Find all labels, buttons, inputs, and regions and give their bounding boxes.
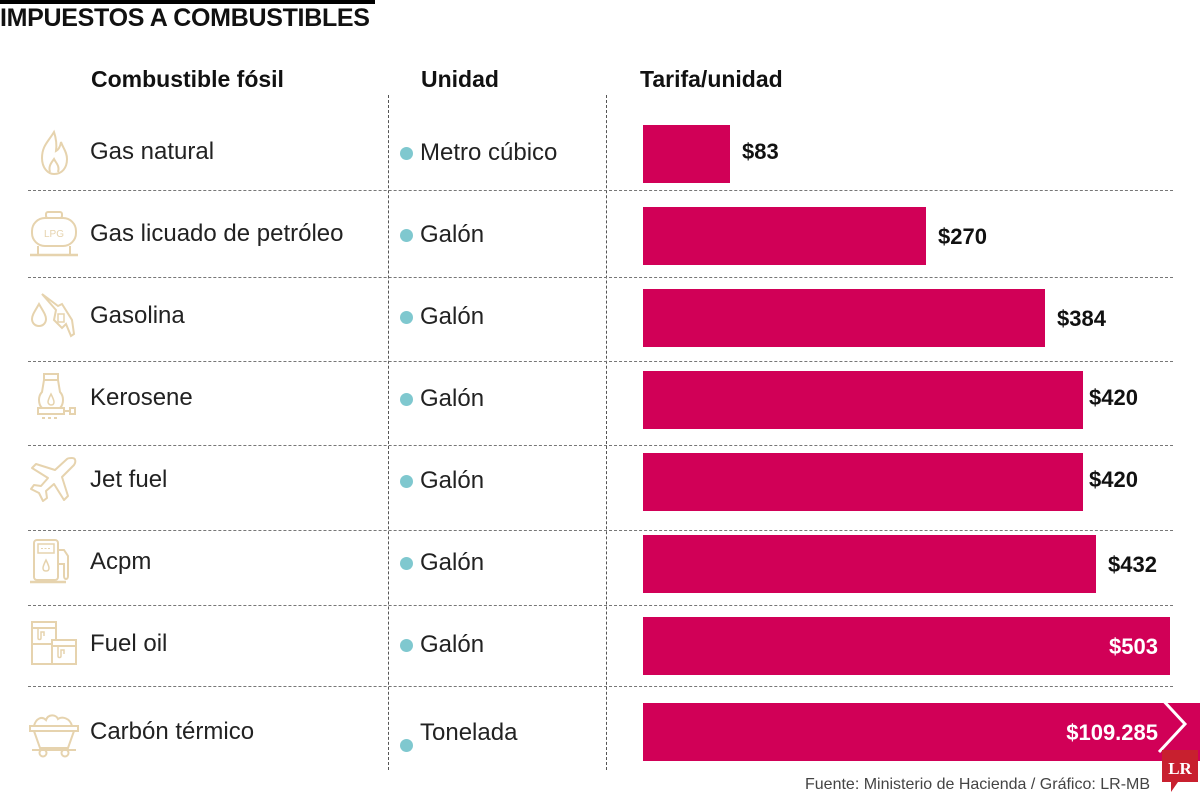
- unit-label: Metro cúbico: [420, 139, 558, 166]
- header-rate: Tarifa/unidad: [640, 66, 783, 92]
- bar: [643, 371, 1083, 429]
- lr-logo-icon: LR: [1162, 750, 1198, 792]
- bar: [643, 535, 1096, 593]
- bar: [643, 453, 1083, 511]
- unit-cell: Tonelada: [400, 719, 518, 752]
- fuel-label: Gas licuado de petróleo: [90, 220, 344, 247]
- bar: [643, 703, 1200, 761]
- unit-bullet-icon: [400, 146, 413, 160]
- bar: [643, 289, 1045, 347]
- unit-bullet-icon: [400, 556, 413, 570]
- unit-cell: Galón: [400, 631, 484, 659]
- svg-text:LPG: LPG: [44, 229, 64, 240]
- row-separator: [28, 530, 1173, 531]
- unit-label: Galón: [420, 549, 485, 576]
- unit-label: Galón: [420, 303, 485, 330]
- unit-cell: Metro cúbico: [400, 139, 557, 167]
- row-separator: [28, 605, 1173, 606]
- unit-bullet-icon: [400, 310, 413, 324]
- unit-cell: Galón: [400, 385, 484, 413]
- airplane-icon: [26, 454, 82, 506]
- fuel-label: Acpm: [90, 548, 152, 575]
- unit-label: Galón: [420, 631, 485, 658]
- axis-break-chevron-icon: [1157, 694, 1188, 754]
- flame-icon: [26, 126, 82, 178]
- oil-lamp-icon: [26, 372, 82, 424]
- source-note: Fuente: Ministerio de Hacienda / Gráfico…: [805, 776, 1151, 793]
- unit-bullet-icon: [400, 738, 413, 752]
- fuel-pump-icon: [26, 536, 82, 588]
- fuel-label: Fuel oil: [90, 630, 168, 657]
- unit-label: Galón: [420, 221, 485, 248]
- unit-cell: Galón: [400, 549, 484, 577]
- bar: [643, 617, 1170, 675]
- row-separator: [28, 361, 1173, 362]
- value-label: $384: [1057, 306, 1106, 331]
- title-rule: [0, 0, 375, 4]
- value-label: $432: [1108, 552, 1157, 577]
- unit-cell: Galón: [400, 221, 484, 249]
- fuel-label: Carbón térmico: [90, 718, 255, 745]
- column-divider-rate: [606, 95, 607, 770]
- value-label: $420: [1089, 385, 1138, 410]
- row-separator: [28, 445, 1173, 446]
- oil-barrels-icon: [26, 618, 82, 670]
- value-label: $83: [742, 139, 779, 164]
- fuel-label: Gas natural: [90, 138, 215, 165]
- row-separator: [28, 190, 1173, 191]
- fuel-label: Kerosene: [90, 384, 193, 411]
- unit-bullet-icon: [400, 638, 413, 652]
- row-separator: [28, 277, 1173, 278]
- fuel-label: Gasolina: [90, 302, 185, 329]
- unit-cell: Galón: [400, 303, 484, 331]
- lpg-tank-icon: LPG: [26, 208, 82, 260]
- header-fuel: Combustible fósil: [91, 66, 284, 92]
- unit-label: Tonelada: [420, 719, 518, 746]
- fuel-nozzle-icon: [26, 290, 82, 342]
- unit-label: Galón: [420, 467, 485, 494]
- bar: [643, 207, 926, 265]
- header-unit: Unidad: [421, 66, 499, 92]
- logo-text: LR: [1168, 759, 1192, 778]
- column-divider-unit: [388, 95, 389, 770]
- value-label: $109.285: [1066, 720, 1158, 745]
- row-separator: [28, 686, 1173, 687]
- chart-title: IMPUESTOS A COMBUSTIBLES: [0, 4, 370, 32]
- unit-cell: Galón: [400, 467, 484, 495]
- value-label: $503: [1109, 634, 1158, 659]
- unit-bullet-icon: [400, 228, 413, 242]
- fuel-label: Jet fuel: [90, 466, 168, 493]
- value-label: $270: [938, 224, 987, 249]
- coal-cart-icon: [26, 706, 82, 758]
- unit-label: Galón: [420, 385, 485, 412]
- bar: [643, 125, 730, 183]
- unit-bullet-icon: [400, 392, 413, 406]
- unit-bullet-icon: [400, 474, 413, 488]
- value-label: $420: [1089, 467, 1138, 492]
